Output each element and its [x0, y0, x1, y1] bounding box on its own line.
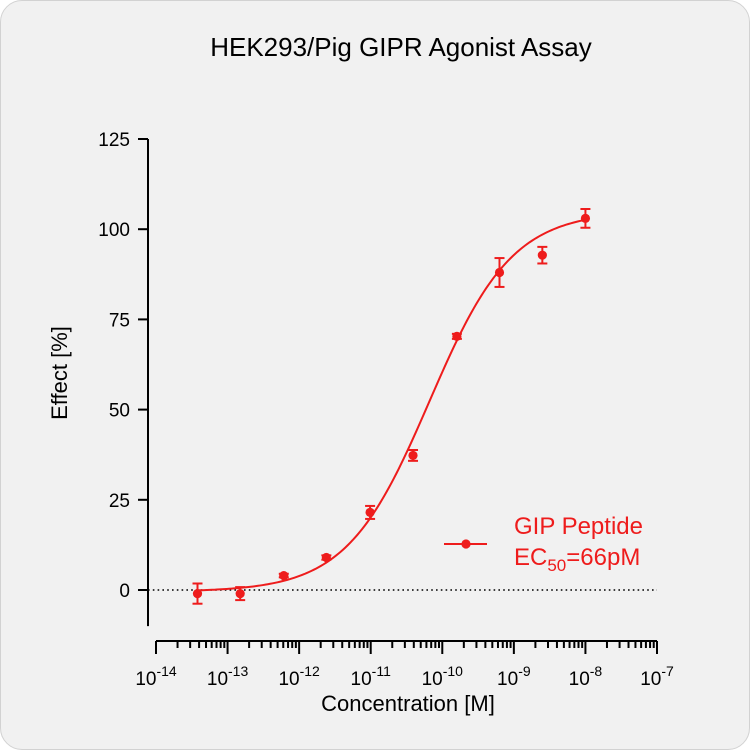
data-marker	[537, 250, 547, 260]
x-tick-label: 10-7	[640, 663, 674, 690]
data-marker	[192, 589, 203, 599]
x-tick-label: 10-13	[207, 663, 249, 690]
data-point	[580, 207, 591, 229]
data-marker	[494, 267, 505, 278]
y-tick-label: 50	[109, 401, 130, 422]
data-point	[408, 449, 419, 462]
data-point	[365, 504, 376, 520]
y-axis: 0 25 50 75 100 125	[98, 130, 149, 627]
data-marker	[365, 507, 375, 518]
x-axis: 10-14 10-13 10-12 10-11 10-10 10-9 10-8 10-7	[135, 640, 674, 690]
legend: GIP Peptide EC50=66pM	[444, 513, 643, 575]
data-point	[278, 570, 289, 581]
legend-marker	[461, 539, 471, 549]
y-axis-title: Effect [%]	[47, 326, 72, 420]
x-tick-label: 10-12	[278, 663, 320, 690]
y-tick-label: 75	[109, 310, 130, 331]
data-point	[451, 331, 462, 341]
data-marker	[321, 552, 331, 563]
data-point	[235, 586, 246, 602]
data-marker	[235, 589, 245, 599]
plot-area	[148, 207, 657, 605]
y-tick-label: 0	[119, 581, 130, 602]
x-tick-label: 10-9	[497, 663, 531, 690]
data-marker	[408, 450, 418, 461]
data-point	[537, 245, 548, 265]
x-tick-label: 10-8	[569, 663, 603, 690]
data-point	[321, 552, 332, 563]
y-tick-label: 100	[98, 220, 130, 241]
y-tick-label: 25	[109, 491, 130, 512]
y-tick-label: 125	[98, 130, 130, 151]
chart-title: HEK293/Pig GIPR Agonist Assay	[210, 32, 592, 62]
x-tick-label: 10-14	[135, 663, 177, 690]
data-point	[192, 582, 203, 605]
x-axis-title: Concentration [M]	[321, 691, 495, 716]
x-tick-label: 10-11	[351, 663, 392, 690]
data-marker	[452, 331, 462, 341]
fit-curve	[197, 218, 586, 592]
data-marker	[580, 213, 591, 223]
data-marker	[279, 570, 289, 581]
legend-label: GIP Peptide	[514, 513, 643, 540]
x-tick-label: 10-10	[422, 663, 464, 690]
legend-ec50-label: EC50=66pM	[514, 544, 640, 575]
data-point	[494, 257, 505, 288]
